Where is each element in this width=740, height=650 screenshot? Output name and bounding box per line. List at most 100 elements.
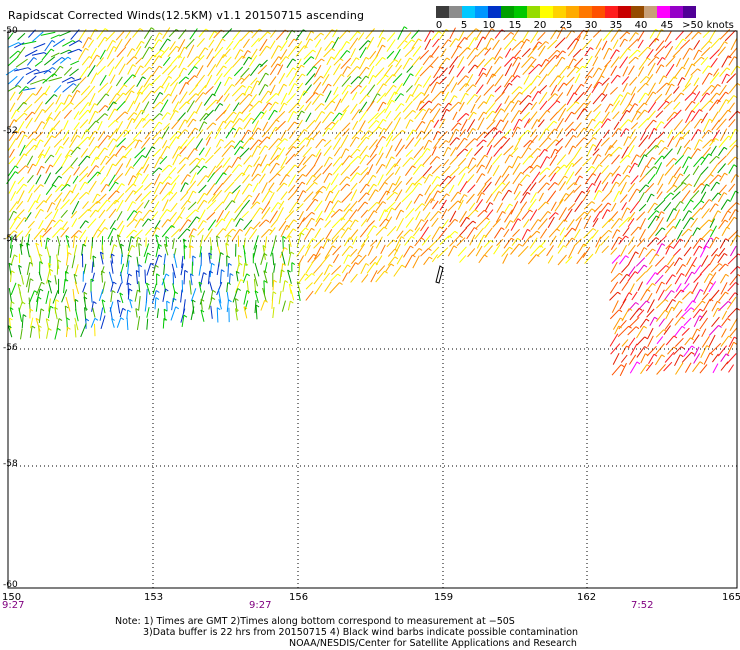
wind-barb <box>501 120 509 132</box>
wind-barb <box>682 217 692 230</box>
wind-barb <box>501 165 510 178</box>
wind-barb <box>387 59 396 68</box>
wind-barb <box>349 219 356 228</box>
wind-barb <box>178 76 187 84</box>
wind-barb <box>272 235 277 249</box>
wind-barb <box>592 210 601 223</box>
wind-barb <box>404 31 412 41</box>
wind-barb-tick <box>421 130 425 134</box>
wind-barb <box>251 145 259 158</box>
wind-barb <box>253 278 257 293</box>
wind-barb <box>608 211 619 223</box>
wind-barb <box>323 145 332 157</box>
wind-barb-tick <box>59 219 64 223</box>
wind-barb <box>225 127 234 139</box>
wind-barb-tick <box>185 81 190 85</box>
wind-barb <box>474 72 484 85</box>
wind-barb-tick <box>150 262 154 266</box>
wind-barb <box>231 184 241 194</box>
wind-barb <box>619 298 627 310</box>
wind-barb <box>33 184 41 193</box>
wind-barb <box>675 57 682 68</box>
wind-barb <box>413 156 422 166</box>
wind-barb <box>70 230 80 239</box>
wind-barb-tick <box>70 166 74 169</box>
wind-barb-tick <box>247 50 251 53</box>
wind-barb <box>253 156 261 167</box>
wind-barb <box>376 265 386 275</box>
wind-barb-tick <box>187 200 191 204</box>
wind-barb <box>15 217 25 230</box>
wind-barb-tick <box>158 167 163 171</box>
wind-barb <box>421 108 430 121</box>
wind-barb <box>450 82 458 93</box>
wind-barb-tick <box>131 244 136 248</box>
wind-barb <box>360 218 368 227</box>
wind-barb-tick <box>160 49 165 53</box>
wind-barb-tick <box>420 237 425 241</box>
wind-barb <box>183 245 186 260</box>
wind-barb-tick <box>94 110 99 114</box>
wind-barb <box>367 164 374 176</box>
wind-barb-tick <box>239 117 243 121</box>
wind-barb <box>709 72 720 84</box>
wind-barb-tick <box>183 244 188 248</box>
wind-barb <box>639 175 646 183</box>
wind-barb-tick <box>669 245 674 249</box>
wind-barb-tick <box>690 307 695 311</box>
wind-barb-tick <box>86 155 91 159</box>
wind-barb <box>395 58 402 68</box>
wind-barb <box>709 155 717 164</box>
wind-barb <box>592 148 600 156</box>
wind-barb-tick <box>107 135 111 138</box>
wind-barb-tick <box>572 128 576 132</box>
wind-barb-tick <box>243 306 248 310</box>
wind-barb-tick <box>122 92 127 96</box>
wind-barb-tick <box>231 218 236 221</box>
wind-barb-tick <box>412 182 416 186</box>
wind-barb <box>62 190 71 202</box>
wind-barb <box>638 192 645 202</box>
wind-barb-tick <box>383 127 388 131</box>
wind-barb <box>458 166 467 176</box>
wind-barb <box>674 218 681 230</box>
wind-barb-tick <box>32 163 37 167</box>
wind-barb <box>591 81 600 94</box>
wind-barb <box>222 157 231 168</box>
wind-barb-tick <box>178 215 183 219</box>
wind-barb-tick <box>8 262 13 266</box>
wind-barb <box>10 254 15 266</box>
wind-barb-tick <box>305 137 310 141</box>
wind-barb <box>654 274 664 285</box>
wind-barb <box>558 207 567 221</box>
wind-barb <box>536 247 546 257</box>
wind-barb <box>699 92 708 103</box>
wind-barb <box>195 138 204 150</box>
wind-barb <box>78 48 86 61</box>
wind-barb <box>162 176 169 184</box>
wind-barb <box>640 353 646 364</box>
wind-barb <box>547 93 556 102</box>
wind-barb-tick <box>171 225 175 229</box>
wind-barb-tick <box>438 103 442 107</box>
wind-barb-tick <box>691 63 696 67</box>
wind-barb <box>35 194 41 203</box>
wind-barb <box>7 75 18 85</box>
wind-barb <box>302 211 313 222</box>
wind-barb-tick <box>269 190 273 194</box>
wind-barb-tick <box>42 108 46 112</box>
wind-barb-tick <box>40 208 44 212</box>
wind-barb <box>152 136 161 146</box>
wind-barb-tick <box>273 279 277 283</box>
wind-barb <box>124 139 136 151</box>
wind-barb-tick <box>688 183 693 187</box>
wind-barb-tick <box>196 56 201 60</box>
wind-barb-tick <box>250 136 254 140</box>
wind-barb <box>710 181 718 191</box>
wind-barb <box>593 121 601 129</box>
wind-barb-tick <box>440 91 445 95</box>
wind-barb <box>467 157 474 168</box>
wind-barb <box>153 181 161 195</box>
wind-barb-tick <box>698 31 702 35</box>
wind-barb-tick <box>545 201 549 205</box>
